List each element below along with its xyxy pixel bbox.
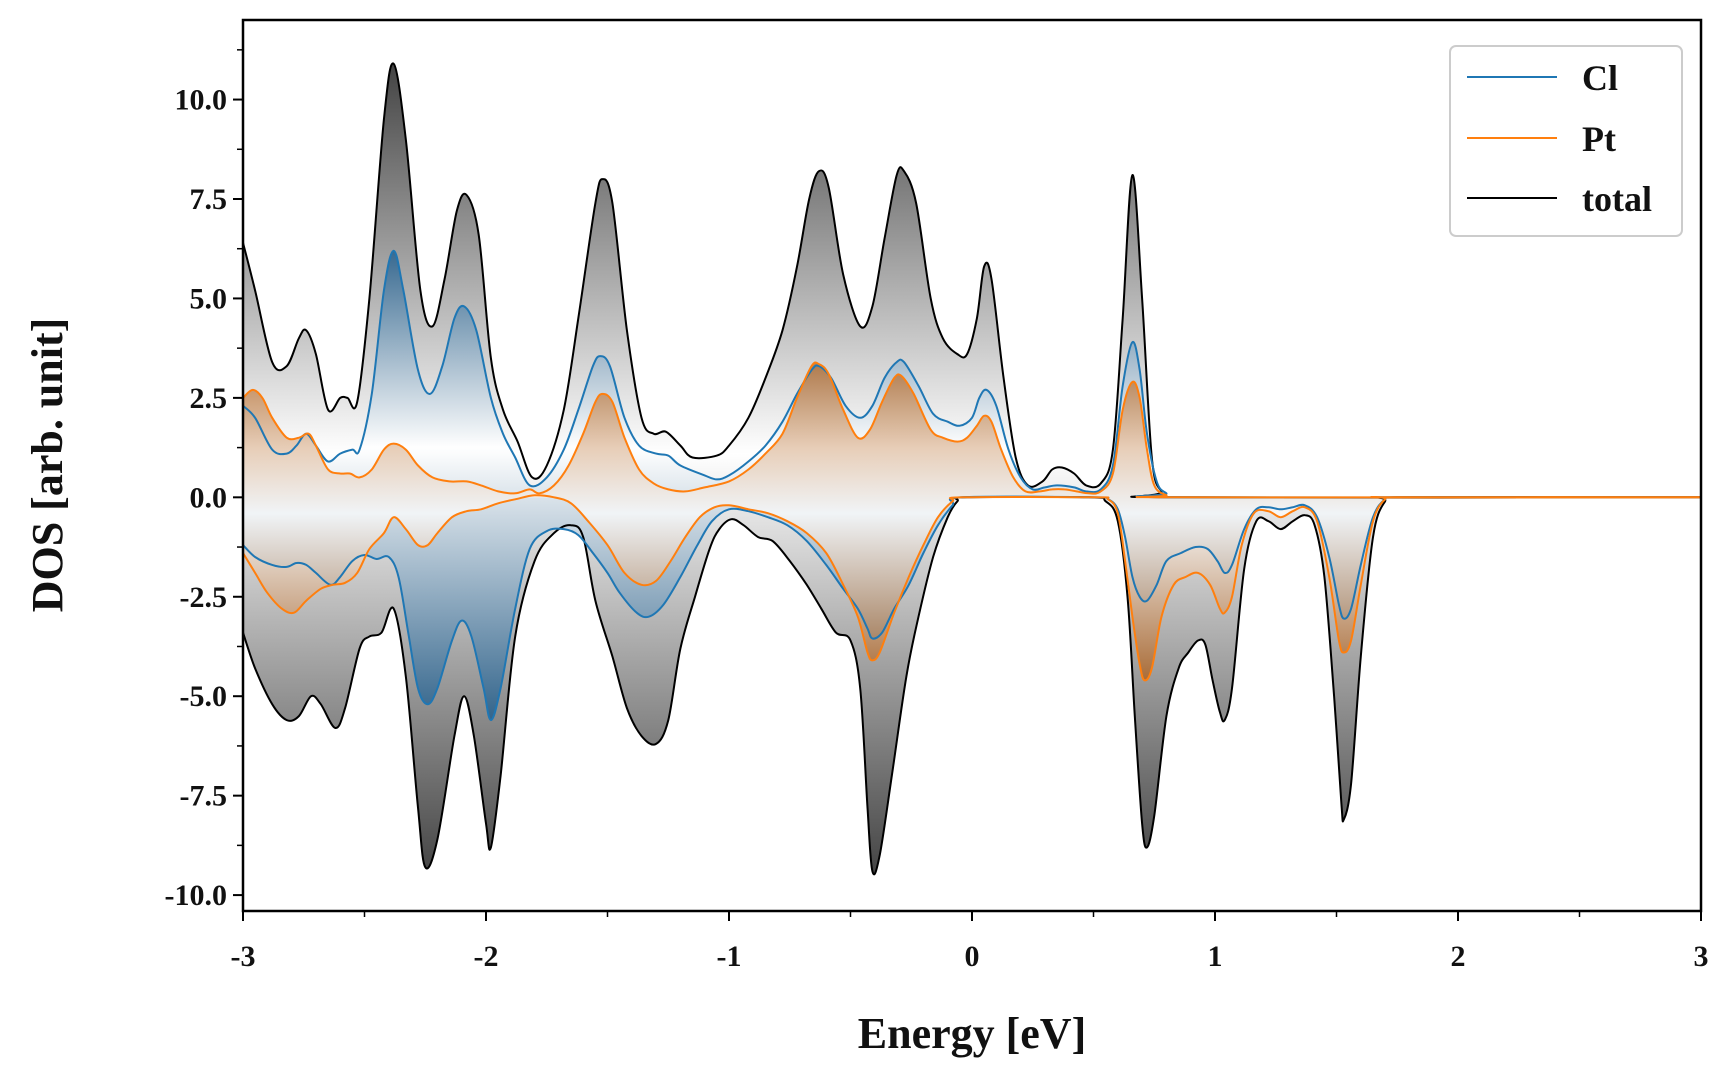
total-spin-down-line (243, 495, 1701, 876)
y-tick-label: 7.5 (190, 183, 228, 216)
x-tick-label: 1 (1208, 940, 1223, 973)
x-tick-label: 0 (965, 940, 980, 973)
x-tick-label: 3 (1694, 940, 1709, 973)
pt-spin-up-line (243, 361, 1701, 499)
x-tick-label: 2 (1451, 940, 1466, 973)
x-tick-label: -3 (231, 940, 256, 973)
x-axis-title: Energy [eV] (858, 1009, 1087, 1058)
y-axis-title: DOS [arb. unit] (23, 318, 72, 613)
y-tick-label: 2.5 (190, 382, 228, 415)
legend: Cl Pt total (1449, 45, 1683, 237)
legend-label-cl: Cl (1582, 58, 1618, 98)
y-axis-ticks: -10.0 -7.5 -5.0 -2.5 0.0 2.5 5.0 7.5 10.0 (165, 49, 243, 912)
legend-label-pt: Pt (1582, 119, 1616, 159)
y-tick-label: -5.0 (180, 680, 228, 713)
x-axis-ticks: -3 -2 -1 0 1 2 3 (231, 911, 1709, 973)
y-tick-label: -7.5 (180, 780, 228, 813)
cl-spin-down-line (243, 495, 1701, 722)
cl-spin-up-line (243, 249, 1701, 499)
y-tick-label: 0.0 (190, 481, 228, 514)
y-tick-label: -2.5 (180, 581, 228, 614)
y-tick-label: 10.0 (175, 84, 228, 117)
total-spin-up-line (243, 62, 1701, 499)
pt-spin-down-area (243, 495, 1701, 681)
y-tick-label: 5.0 (190, 282, 228, 315)
x-tick-label: -2 (474, 940, 499, 973)
pt-spin-down-line (243, 494, 1701, 682)
legend-frame (1449, 45, 1683, 237)
y-tick-label: -10.0 (165, 879, 228, 912)
legend-label-total: total (1582, 179, 1652, 219)
dos-series-lines (243, 62, 1701, 876)
x-tick-label: -1 (717, 940, 742, 973)
